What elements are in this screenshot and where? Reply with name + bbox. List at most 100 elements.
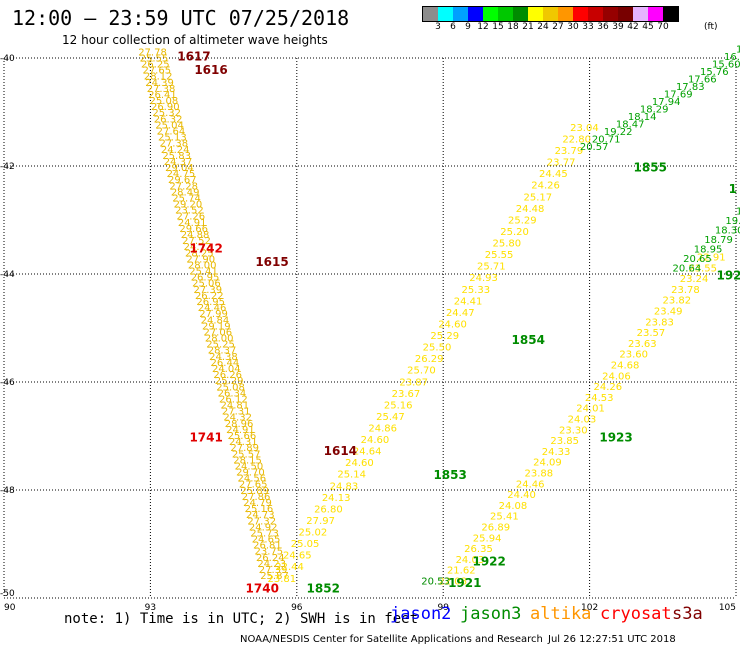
legend-label: 18 bbox=[507, 22, 519, 32]
wave-height-value: 27.65 bbox=[239, 480, 268, 491]
wave-height-value: 21.62 bbox=[447, 566, 476, 577]
axis-labels: -40 -42 -44 -46 -48 -50 90 93 96 99 102 105 bbox=[0, 54, 736, 613]
time-label: 1616 bbox=[194, 63, 227, 77]
wave-height-value: 15.76 bbox=[700, 67, 729, 78]
wave-height-value: 25.33 bbox=[461, 285, 490, 296]
wave-height-value: 24.24 bbox=[161, 145, 190, 156]
wave-height-value: 24.37 bbox=[164, 157, 193, 168]
wave-height-value: 23.52 bbox=[175, 206, 204, 217]
legend-swatch bbox=[468, 7, 483, 21]
wave-height-value: 24.39 bbox=[145, 78, 174, 89]
wave-height-value: 16.76 bbox=[724, 52, 740, 63]
wave-height-value: 27.06 bbox=[203, 327, 232, 338]
wave-height-value: 23.81 bbox=[268, 574, 297, 585]
legend-label: 27 bbox=[552, 22, 564, 32]
legend-units: (ft) bbox=[704, 22, 718, 32]
wave-height-value: 29.67 bbox=[168, 175, 197, 186]
wave-height-value: 26.80 bbox=[314, 504, 343, 515]
wave-height-value: 18.79 bbox=[704, 235, 733, 246]
wave-height-value: 26.44 bbox=[211, 358, 240, 369]
wave-height-value: 25.70 bbox=[407, 366, 436, 377]
wave-height-value: 26.34 bbox=[218, 388, 247, 399]
lat-tick-label: -40 bbox=[0, 54, 15, 64]
wave-height-value: 26.29 bbox=[415, 354, 444, 365]
wave-height-value: 17.94 bbox=[652, 97, 681, 108]
wave-height-value: 26.32 bbox=[154, 114, 183, 125]
wave-height-value: 26.95 bbox=[191, 273, 220, 284]
wave-height-value: 29.19 bbox=[202, 321, 231, 332]
wave-height-value: 22.91 bbox=[697, 253, 726, 264]
wave-height-value: 27.64 bbox=[157, 126, 186, 137]
legend-swatch bbox=[618, 7, 633, 21]
wave-height-value: 27.86 bbox=[242, 492, 271, 503]
wave-height-value: 15.60 bbox=[712, 60, 740, 71]
wave-height-value: 18.95 bbox=[694, 244, 723, 255]
footer-credit: NOAA/NESDIS Center for Satellite Applica… bbox=[240, 634, 543, 645]
satellite-legend-jason3: jason3 bbox=[460, 604, 522, 624]
wave-height-value: 24.45 bbox=[539, 169, 568, 180]
wave-height-value: 25.47 bbox=[376, 412, 405, 423]
time-label: 1922 bbox=[472, 555, 505, 569]
wave-height-value: 23.30 bbox=[559, 425, 588, 436]
wave-height-value: 27.32 bbox=[247, 516, 276, 527]
wave-height-value: 24.60 bbox=[438, 319, 467, 330]
wave-height-value: 27.31 bbox=[222, 407, 251, 418]
wave-height-value: 27.65 bbox=[142, 66, 171, 77]
wave-height-value: 24.47 bbox=[446, 308, 475, 319]
lat-tick-label: -42 bbox=[0, 162, 15, 172]
wave-height-value: 24.91 bbox=[226, 425, 255, 436]
wave-height-value: 23.88 bbox=[525, 469, 554, 480]
time-label: 1855 bbox=[634, 160, 667, 174]
satellite-legend-s3a: s3a bbox=[672, 604, 703, 624]
wave-height-value: 25.29 bbox=[215, 376, 244, 387]
legend-label: 6 bbox=[450, 22, 456, 32]
wave-height-value: 23.04 bbox=[570, 123, 599, 134]
wave-height-value: 25.55 bbox=[485, 250, 514, 261]
wave-height-value: 27.90 bbox=[186, 254, 215, 265]
wave-height-value: 24.48 bbox=[516, 204, 545, 215]
legend-swatch bbox=[513, 7, 528, 21]
wave-height-value: 24.32 bbox=[223, 413, 252, 424]
wave-height-value: 26.26 bbox=[213, 370, 242, 381]
footer-note: note: 1) Time is in UTC; 2) SWH is in fe… bbox=[64, 611, 419, 627]
wave-height-value: 25.25 bbox=[206, 340, 235, 351]
wave-height-value: 24.06 bbox=[602, 371, 631, 382]
wave-height-value: 24.26 bbox=[531, 181, 560, 192]
wave-height-value: 23.85 bbox=[550, 436, 579, 447]
wave-height-value: 24.40 bbox=[507, 490, 536, 501]
wave-height-value: 24.81 bbox=[220, 401, 249, 412]
legend-swatch bbox=[528, 7, 543, 21]
time-label: 1853 bbox=[433, 468, 466, 482]
wave-height-value: 23.49 bbox=[654, 307, 683, 318]
wave-height-value: 25.87 bbox=[260, 571, 289, 582]
time-label: 1741 bbox=[189, 430, 222, 444]
legend-swatch bbox=[603, 7, 618, 21]
time-label: 1614 bbox=[324, 444, 357, 458]
wave-height-value: 22.44 bbox=[275, 562, 304, 573]
wave-height-value: 20.65 bbox=[683, 254, 712, 265]
lon-tick-label: 96 bbox=[291, 603, 303, 613]
legend-swatch bbox=[588, 7, 603, 21]
wave-height-value: 23.55 bbox=[688, 263, 717, 274]
wave-height-value: 19.1 bbox=[725, 216, 740, 227]
legend-label: 33 bbox=[582, 22, 594, 32]
wave-height-value: 17.69 bbox=[664, 89, 693, 100]
wave-height-value: 27.26 bbox=[177, 212, 206, 223]
legend-label: 45 bbox=[642, 22, 654, 32]
legend-label: 15 bbox=[492, 22, 504, 32]
wave-height-value: 23.82 bbox=[662, 296, 691, 307]
wave-height-value: 25.50 bbox=[423, 343, 452, 354]
wave-height-value: 24.12 bbox=[184, 242, 213, 253]
wave-height-value: 27.97 bbox=[306, 516, 335, 527]
wave-height-value: 18.14 bbox=[628, 112, 657, 123]
wave-height-value: 28.15 bbox=[233, 455, 262, 466]
wave-height-value: 28.00 bbox=[205, 334, 234, 345]
wave-height-value: 25.16 bbox=[245, 504, 274, 515]
satellite-legend-cryosat: cryosat bbox=[600, 604, 672, 624]
wave-height-value: 24.09 bbox=[533, 458, 562, 469]
wave-height-value: 25.94 bbox=[473, 533, 502, 544]
time-label: 1 bbox=[729, 182, 737, 196]
wave-height-value: 25.29 bbox=[508, 215, 537, 226]
wave-height-value: 25.80 bbox=[493, 239, 522, 250]
wave-height-value: 24.92 bbox=[249, 522, 278, 533]
